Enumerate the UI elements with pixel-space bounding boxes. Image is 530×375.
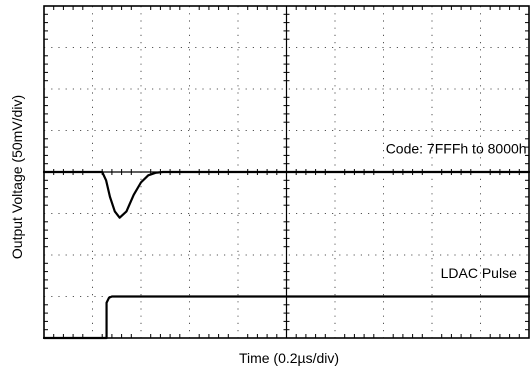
plot-border: [43, 5, 530, 339]
code-annotation: Code: 7FFFh to 8000h: [386, 140, 527, 156]
plot-frame: [43, 5, 530, 339]
y-axis-label: Output Voltage (50mV/div): [9, 95, 25, 259]
annotations: Code: 7FFFh to 8000h LDAC Pulse: [386, 140, 527, 281]
x-axis-label: Time (0.2µs/div): [239, 350, 339, 366]
ldac-pulse-annotation: LDAC Pulse: [441, 265, 517, 281]
output-voltage-trace: [42, 170, 530, 219]
